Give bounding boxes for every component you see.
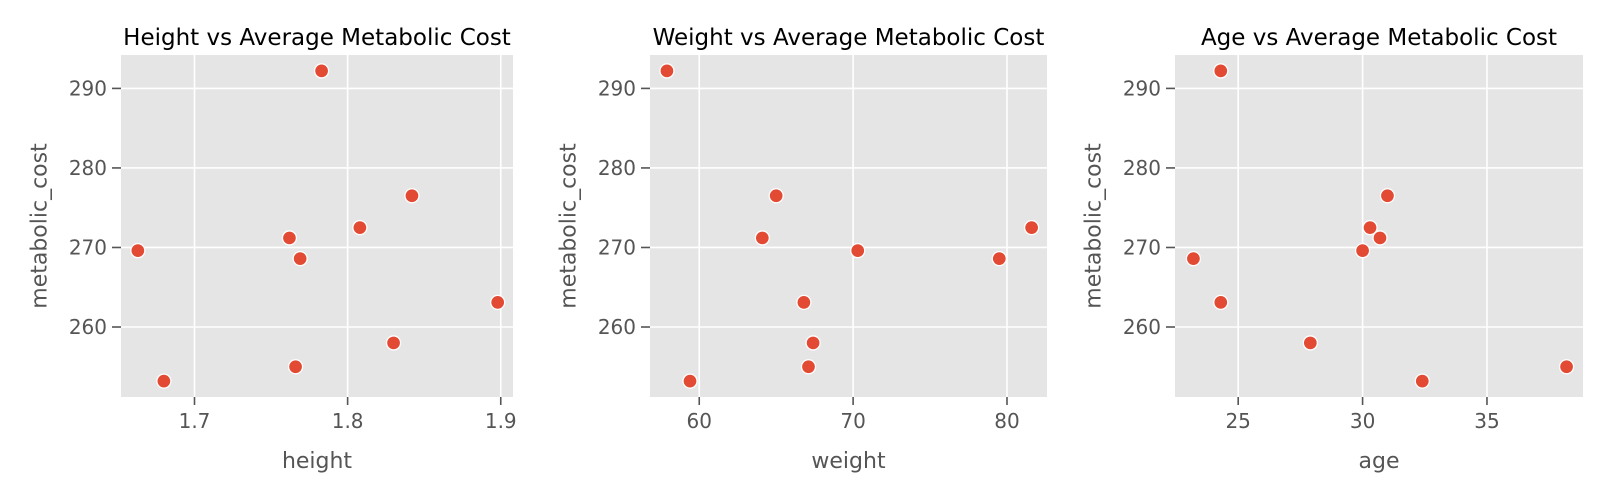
data-point	[287, 359, 304, 375]
chart-title: Age vs Average Metabolic Cost	[1201, 25, 1557, 51]
data-point	[805, 335, 821, 351]
data-point	[1362, 219, 1378, 236]
data-point	[313, 63, 330, 79]
x-tick-label: 1.9	[485, 409, 517, 433]
y-tick-label: 260	[1123, 315, 1161, 339]
data-point	[1414, 373, 1430, 389]
x-tick-label: 1.8	[332, 409, 364, 433]
x-axis-label: age	[1359, 449, 1400, 474]
y-tick-label: 260	[69, 315, 107, 339]
x-tick-label: 30	[1350, 409, 1375, 433]
data-point	[1558, 359, 1575, 375]
x-tick-label: 70	[840, 409, 865, 433]
data-point	[991, 250, 1007, 267]
y-axis-label: metabolic_cost	[1082, 143, 1107, 309]
data-point	[292, 250, 308, 267]
data-point	[1354, 243, 1371, 259]
y-tick-label: 280	[1123, 156, 1161, 180]
x-tick-label: 60	[687, 409, 712, 433]
data-point	[156, 373, 172, 389]
x-axis-label: weight	[811, 449, 886, 474]
data-point	[281, 230, 298, 246]
data-point	[1023, 219, 1040, 236]
data-point	[1372, 230, 1388, 246]
y-tick-label: 280	[598, 156, 636, 180]
y-axis-label: metabolic_cost	[28, 143, 53, 309]
y-tick-label: 290	[1123, 76, 1161, 100]
data-point	[352, 219, 368, 236]
data-point	[1185, 250, 1202, 267]
data-point	[385, 335, 402, 351]
data-point	[1213, 63, 1229, 79]
plot-area	[121, 55, 513, 397]
x-tick-label: 35	[1474, 409, 1499, 433]
x-axis-label: height	[282, 449, 352, 474]
data-point	[404, 188, 420, 204]
y-tick-label: 290	[598, 76, 636, 100]
y-tick-label: 270	[598, 235, 636, 259]
y-tick-label: 270	[1123, 235, 1161, 259]
y-tick-label: 280	[69, 156, 107, 180]
data-point	[1302, 335, 1318, 351]
chart-title: Weight vs Average Metabolic Cost	[653, 25, 1045, 51]
data-point	[130, 243, 146, 259]
data-point	[1379, 188, 1396, 204]
y-axis-label: metabolic_cost	[557, 143, 582, 309]
x-tick-label: 80	[994, 409, 1019, 433]
data-point	[682, 373, 698, 389]
x-tick-label: 1.7	[179, 409, 211, 433]
x-tick-label: 25	[1225, 409, 1250, 433]
plot-area	[650, 55, 1047, 397]
data-point	[800, 359, 817, 375]
plot-area	[1175, 55, 1583, 397]
data-point	[850, 243, 866, 259]
data-point	[1213, 294, 1229, 311]
y-tick-label: 260	[598, 315, 636, 339]
chart-title: Height vs Average Metabolic Cost	[123, 25, 511, 51]
y-tick-label: 290	[69, 76, 107, 100]
data-point	[796, 294, 812, 311]
chart-panel-1: 260 270 280 290 1.7 1.8 1.9 Height vs Average M…	[28, 25, 517, 474]
chart-panel-2: 260 270 280 290 60 70 80 Weight vs Average Meta…	[557, 25, 1047, 474]
data-point	[490, 294, 506, 311]
data-point	[659, 63, 675, 79]
data-point	[768, 188, 784, 204]
chart-panel-3: 260 270 280 290 25 30 35 Age vs Average Metabol…	[1082, 25, 1583, 474]
y-tick-label: 270	[69, 235, 107, 259]
data-point	[754, 230, 770, 246]
